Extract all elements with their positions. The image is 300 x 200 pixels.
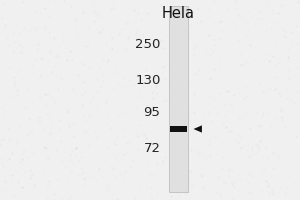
- Text: 250: 250: [135, 38, 160, 51]
- Polygon shape: [194, 125, 202, 133]
- Bar: [170, 126, 187, 132]
- Text: 95: 95: [144, 106, 160, 119]
- Text: 130: 130: [135, 74, 160, 88]
- Text: Hela: Hela: [162, 5, 195, 21]
- Text: 72: 72: [143, 142, 161, 156]
- Bar: [169, 6, 188, 192]
